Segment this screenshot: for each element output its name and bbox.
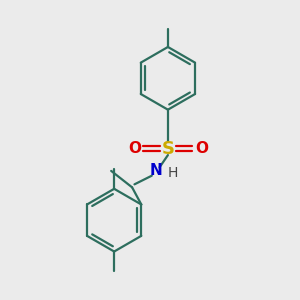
Text: H: H [167, 166, 178, 180]
Text: O: O [195, 141, 208, 156]
Text: S: S [161, 140, 174, 158]
Text: O: O [128, 141, 141, 156]
Text: N: N [150, 164, 162, 178]
